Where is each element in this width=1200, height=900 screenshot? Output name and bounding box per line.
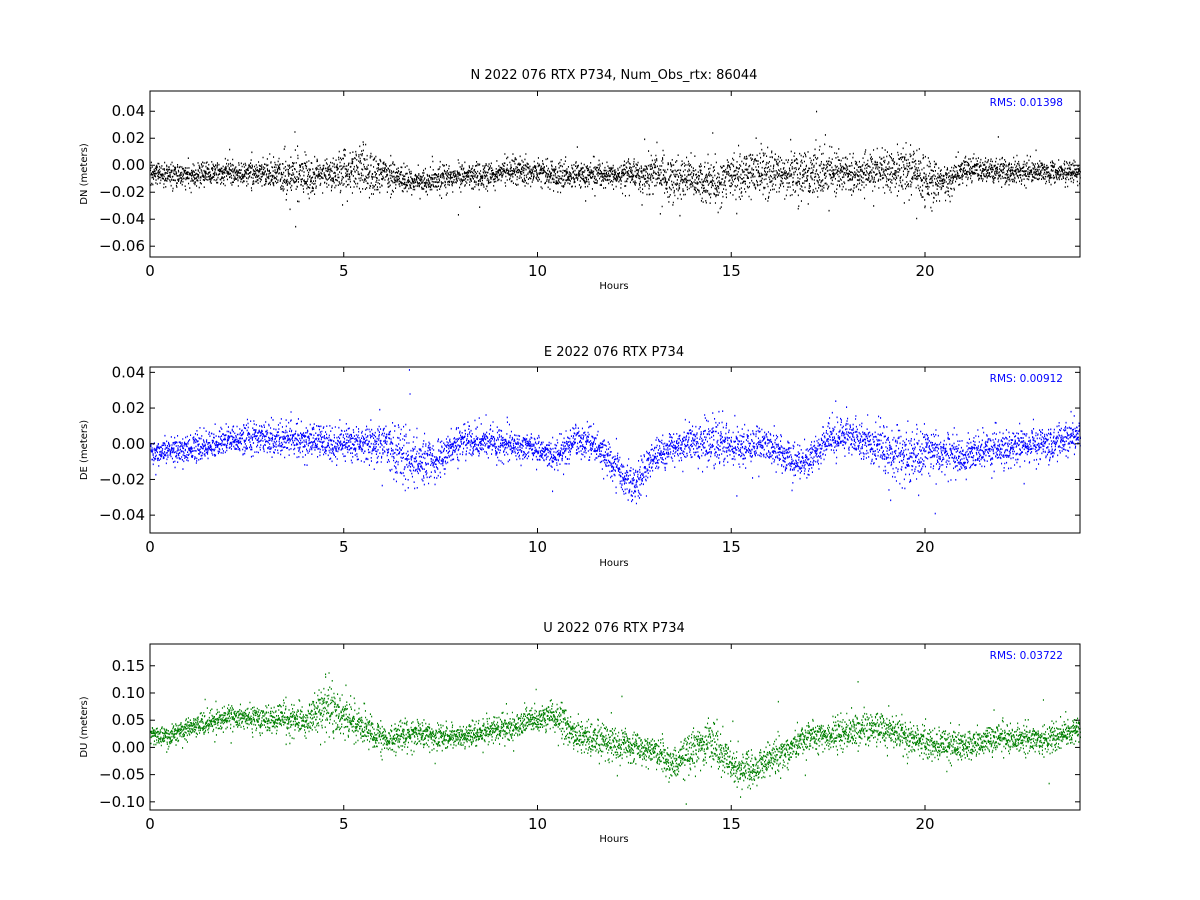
- y-tick-label: 0.04: [112, 102, 145, 120]
- y-tick-label: 0.10: [112, 684, 145, 702]
- panel-e-ylabel: DE (meters): [79, 420, 90, 480]
- panel-u-axes-frame: [149, 643, 1081, 811]
- x-tick-label: 20: [915, 538, 934, 556]
- panel-u-ticks: 0 5 10 15 20 −0.10 −0.05 0.00 0.05 0.10 0.15: [99, 644, 1080, 833]
- x-tick-label: 5: [339, 815, 349, 833]
- y-tick-label: 0.00: [112, 738, 145, 756]
- x-tick-label: 0: [145, 815, 155, 833]
- x-tick-label: 20: [915, 815, 934, 833]
- panel-e-ticks: 0 5 10 15 20 −0.04 −0.02 0.00 0.02 0.04: [99, 363, 1080, 556]
- panel-n-ylabel: DN (meters): [79, 143, 90, 205]
- y-tick-label: 0.02: [112, 129, 145, 147]
- y-tick-label: 0.02: [112, 399, 145, 417]
- panel-e-title: E 2022 076 RTX P734: [544, 345, 684, 360]
- x-tick-label: 15: [722, 538, 741, 556]
- x-tick-label: 10: [528, 538, 547, 556]
- y-tick-label: 0.00: [112, 156, 145, 174]
- y-tick-label: 0.04: [112, 363, 145, 381]
- x-tick-label: 10: [528, 262, 547, 280]
- panel-u-title: U 2022 076 RTX P734: [543, 621, 685, 636]
- panel-n-rms-label: RMS: 0.01398: [990, 97, 1063, 109]
- panel-n-axes-frame: [149, 90, 1081, 258]
- x-tick-label: 0: [145, 262, 155, 280]
- panel-n-xlabel: Hours: [599, 281, 628, 292]
- panel-e: E 2022 076 RTX P734 0 5 10 15 20 −0.04 −0.02 0.…: [79, 345, 1082, 569]
- y-tick-label: −0.06: [99, 237, 145, 255]
- x-tick-label: 5: [339, 538, 349, 556]
- panel-e-xlabel: Hours: [599, 558, 628, 569]
- y-tick-label: −0.04: [99, 506, 145, 524]
- panel-e-rms-label: RMS: 0.00912: [990, 373, 1063, 385]
- x-tick-label: 20: [915, 262, 934, 280]
- panel-u-rms-label: RMS: 0.03722: [990, 650, 1063, 662]
- y-tick-label: 0.00: [112, 435, 145, 453]
- y-tick-label: −0.10: [99, 793, 145, 811]
- x-tick-label: 5: [339, 262, 349, 280]
- x-tick-label: 10: [528, 815, 547, 833]
- panel-u: U 2022 076 RTX P734 0 5 10 15 20 −0.10 −0.05 0.…: [79, 621, 1082, 845]
- y-tick-label: 0.05: [112, 711, 145, 729]
- x-tick-label: 15: [722, 262, 741, 280]
- panel-u-xlabel: Hours: [599, 834, 628, 845]
- y-tick-label: −0.02: [99, 183, 145, 201]
- y-tick-label: −0.05: [99, 766, 145, 784]
- x-tick-label: 15: [722, 815, 741, 833]
- x-tick-label: 0: [145, 538, 155, 556]
- panel-n-ticks: 0 5 10 15 20 −0.06 −0.04 −0.02 0.00 0.02 0.04: [99, 91, 1080, 280]
- y-tick-label: −0.02: [99, 470, 145, 488]
- y-tick-label: 0.15: [112, 657, 145, 675]
- panel-n: N 2022 076 RTX P734, Num_Obs_rtx: 86044 …: [79, 68, 1081, 292]
- y-tick-label: −0.04: [99, 210, 145, 228]
- panel-u-ylabel: DU (meters): [79, 696, 90, 757]
- panel-e-axes-frame: [149, 366, 1081, 534]
- panel-n-title: N 2022 076 RTX P734, Num_Obs_rtx: 86044: [471, 68, 758, 83]
